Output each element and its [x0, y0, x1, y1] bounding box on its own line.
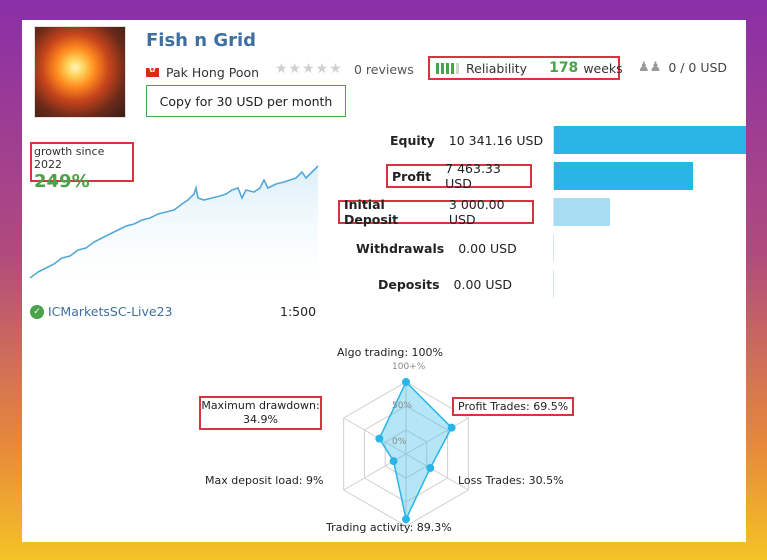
- growth-line: [29, 165, 319, 279]
- leverage-value: 1:500: [280, 304, 317, 319]
- radar-chart: [343, 378, 469, 527]
- radar-axis: [405, 453, 469, 491]
- signal-title[interactable]: Fish n Grid: [146, 30, 257, 51]
- financial-value: 10 341.16 USD: [448, 132, 544, 148]
- growth-area: [30, 166, 318, 300]
- radar-axis: [343, 417, 407, 455]
- financial-label: Equity: [390, 132, 435, 148]
- radar-point[interactable]: [375, 434, 384, 443]
- subscribers-value: 0 / 0 USD: [668, 60, 728, 75]
- financial-bar: [554, 198, 610, 226]
- radar-point[interactable]: [447, 423, 456, 432]
- financial-bar: [554, 162, 693, 190]
- financial-bar: [554, 126, 746, 154]
- financial-row-deposits: Deposits 0.00 USD: [374, 272, 516, 296]
- radar-scale-50: 50%: [392, 401, 413, 411]
- financial-label: Initial Deposit: [344, 197, 399, 227]
- financial-value: 0.00 USD: [458, 240, 517, 256]
- growth-label: growth since 2022: [34, 145, 105, 171]
- financial-bar-baseline: [553, 234, 554, 262]
- financial-value: 7 463.33 USD: [445, 161, 501, 191]
- financial-row-withdrawals: Withdrawals 0.00 USD: [352, 236, 521, 260]
- radar-scale-0: 0%: [392, 437, 407, 447]
- radar-point[interactable]: [402, 515, 410, 524]
- subscribers-icon: ♟♟: [638, 60, 662, 75]
- hong-kong-flag-icon: [146, 65, 159, 77]
- growth-summary: growth since 2022 249%: [30, 142, 134, 192]
- broker-info: ✓ ICMarketsSC-Live23: [30, 304, 173, 319]
- max-drawdown-label: Maximum drawdown:: [201, 399, 320, 412]
- loss-trades-label: Loss Trades: 30.5%: [458, 474, 564, 487]
- financial-label: Withdrawals: [356, 240, 445, 256]
- radar-point[interactable]: [389, 457, 398, 466]
- financial-row-profit: Profit 7 463.33 USD: [386, 161, 532, 191]
- signal-card: Fish n Grid Pak Hong Poon ★★★★★ 0 review…: [22, 20, 746, 542]
- financial-bar-baseline: [553, 270, 554, 298]
- signal-thumbnail[interactable]: [34, 26, 126, 118]
- trading-activity-label: Trading activity: 89.3%: [326, 521, 452, 534]
- reliability-label: Reliability: [466, 60, 528, 76]
- author-row: Pak Hong Poon: [146, 62, 259, 82]
- reliability-badge: Reliability 178 weeks: [428, 56, 623, 80]
- reviews-count[interactable]: 0 reviews: [354, 62, 414, 77]
- author-name[interactable]: Pak Hong Poon: [166, 64, 260, 80]
- max-drawdown-value: 34.9%: [243, 413, 278, 426]
- growth-chart: [29, 165, 319, 300]
- reliability-weeks: 178: [549, 60, 579, 76]
- verified-shield-icon: ✓: [30, 304, 44, 319]
- weeks-label: weeks: [583, 60, 623, 76]
- financial-value: 3 000.00 USD: [448, 197, 505, 227]
- rating-stars-icon: ★★★★★: [275, 61, 343, 77]
- growth-value: 249%: [34, 171, 90, 192]
- profit-trades-label: Profit Trades: 69.5%: [452, 397, 575, 416]
- financial-bar-baseline: [553, 126, 554, 154]
- subscribers-info: ♟♟ 0 / 0 USD: [638, 60, 727, 75]
- financial-row-initial-deposit: Initial Deposit 3 000.00 USD: [338, 197, 534, 227]
- financial-row-equity: Equity 10 341.16 USD: [386, 128, 547, 152]
- financial-label: Profit: [392, 168, 432, 184]
- broker-name[interactable]: ICMarketsSC-Live23: [48, 304, 173, 319]
- financial-value: 0.00 USD: [453, 276, 513, 292]
- algo-trading-label: Algo trading: 100%: [337, 346, 444, 359]
- radar-point[interactable]: [426, 463, 435, 472]
- radar-point[interactable]: [402, 378, 410, 386]
- financial-bar-baseline: [553, 198, 554, 226]
- financial-label: Deposits: [378, 276, 440, 292]
- copy-button[interactable]: Copy for 30 USD per month: [146, 85, 346, 117]
- max-deposit-load-label: Max deposit load: 9%: [205, 474, 324, 487]
- financial-bar-baseline: [553, 162, 554, 190]
- reliability-bars-icon: [436, 62, 459, 74]
- radar-scale-100: 100+%: [392, 362, 426, 372]
- max-drawdown-box: Maximum drawdown: 34.9%: [199, 396, 322, 430]
- radar-axis: [405, 417, 469, 455]
